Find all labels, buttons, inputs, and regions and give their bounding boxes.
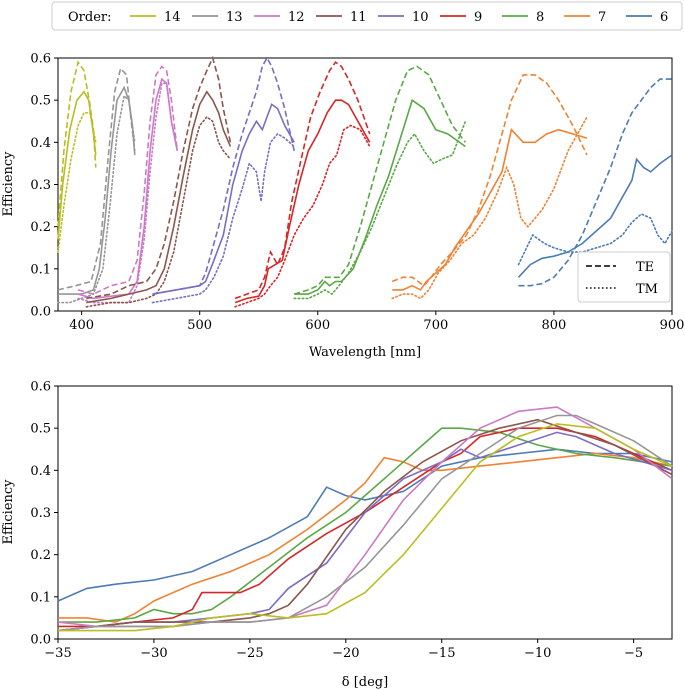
wavelength-xtick-label: 900: [660, 318, 685, 333]
te-line-order-7: [391, 74, 588, 287]
wavelength-xlabel: Wavelength [nm]: [309, 345, 421, 360]
delta-ytick-label: 0.2: [30, 548, 51, 563]
order-legend-label-6: 6: [660, 10, 668, 25]
average-line-order-7: [392, 128, 588, 291]
wavelength-ytick-label: 0.3: [30, 178, 51, 193]
delta-xtick-label: −25: [236, 646, 263, 661]
te-line-order-11: [86, 55, 232, 300]
delta-line-order-13: [57, 414, 673, 632]
delta-line-order-6: [57, 448, 673, 602]
tm-line-order-8: [293, 120, 467, 300]
average-line-order-8: [294, 98, 466, 295]
average-line-order-6: [517, 154, 673, 278]
order-legend-frame: [51, 1, 683, 31]
te-line-order-12: [77, 65, 179, 295]
order-legend-label-14: 14: [164, 10, 181, 25]
order-legend: Order: 14 13 12 11 10 9 8 7 6: [51, 1, 683, 31]
order-legend-label-8: 8: [536, 10, 544, 25]
delta-chart: δ [deg] Efficiency −35 −30 −25 −20 −15 −10 −5 0…: [1, 380, 673, 690]
average-line-order-10: [152, 103, 295, 295]
delta-line-order-10: [57, 431, 673, 632]
tm-line-order-13: [57, 94, 136, 304]
delta-ytick-label: 0.1: [30, 590, 51, 605]
delta-ytick-label: 0.0: [30, 633, 51, 648]
delta-xlabel: δ [deg]: [342, 675, 388, 690]
style-legend: TE TM: [577, 251, 671, 303]
order-legend-label-11: 11: [350, 10, 367, 25]
tm-line-order-9: [234, 124, 371, 308]
average-line-order-13: [58, 85, 136, 295]
te-style-label: TE: [636, 260, 654, 275]
average-line-order-11: [86, 90, 232, 304]
average-line-order-14: [57, 90, 97, 240]
tm-style-label: TM: [636, 282, 658, 297]
tm-line-order-10: [151, 132, 295, 304]
tm-line-order-11: [85, 115, 232, 308]
te-line-order-8: [293, 65, 467, 295]
delta-ytick-label: 0.6: [30, 380, 51, 395]
delta-xtick-label: −35: [44, 646, 71, 661]
wavelength-ylabel: Efficiency: [1, 151, 16, 217]
style-legend-frame: [577, 251, 671, 303]
order-legend-title: Order:: [68, 10, 111, 25]
delta-xtick-label: −30: [140, 646, 167, 661]
wavelength-xtick-label: 500: [187, 318, 212, 333]
delta-line-order-7: [58, 452, 673, 623]
tm-line-order-7: [391, 116, 588, 300]
order-legend-items: 14 13 12 11 10 9 8 7 6: [130, 10, 668, 25]
delta-line-order-11: [57, 418, 673, 632]
delta-xtick-label: −20: [332, 646, 359, 661]
delta-line-order-8: [58, 427, 673, 623]
wavelength-ytick-label: 0.2: [30, 220, 51, 235]
tm-line-order-6: [517, 213, 673, 266]
wavelength-ytick-label: 0.0: [30, 305, 51, 320]
delta-ytick-label: 0.5: [30, 422, 51, 437]
delta-xtick-label: −15: [428, 646, 455, 661]
wavelength-xtick-label: 600: [305, 318, 330, 333]
delta-xtick-label: −10: [524, 646, 551, 661]
order-legend-label-9: 9: [474, 10, 482, 25]
wavelength-ytick-label: 0.5: [30, 94, 51, 109]
wavelength-ytick-label: 0.1: [30, 262, 51, 277]
delta-ylabel: Efficiency: [1, 479, 16, 545]
te-line-order-10: [152, 56, 295, 295]
order-legend-label-13: 13: [226, 10, 243, 25]
order-legend-label-12: 12: [288, 10, 305, 25]
average-line-order-12: [77, 77, 179, 300]
order-legend-label-7: 7: [598, 10, 606, 25]
delta-ytick-label: 0.4: [30, 464, 51, 479]
tm-line-order-12: [77, 82, 179, 304]
wavelength-chart: Wavelength [nm] Efficiency 400 500 600 700 8…: [1, 52, 684, 361]
delta-line-order-9: [58, 427, 673, 628]
wavelength-ytick-label: 0.4: [30, 136, 51, 151]
wavelength-xtick-label: 400: [69, 318, 94, 333]
wavelength-xtick-label: 700: [423, 318, 448, 333]
average-line-order-9: [234, 99, 371, 304]
wavelength-xtick-label: 800: [542, 318, 567, 333]
delta-ytick-label: 0.3: [30, 506, 51, 521]
delta-xtick-label: −5: [624, 646, 643, 661]
delta-line-order-14: [58, 423, 673, 632]
wavelength-ytick-label: 0.6: [30, 52, 51, 67]
order-legend-label-10: 10: [412, 10, 429, 25]
te-line-order-14: [57, 60, 97, 227]
